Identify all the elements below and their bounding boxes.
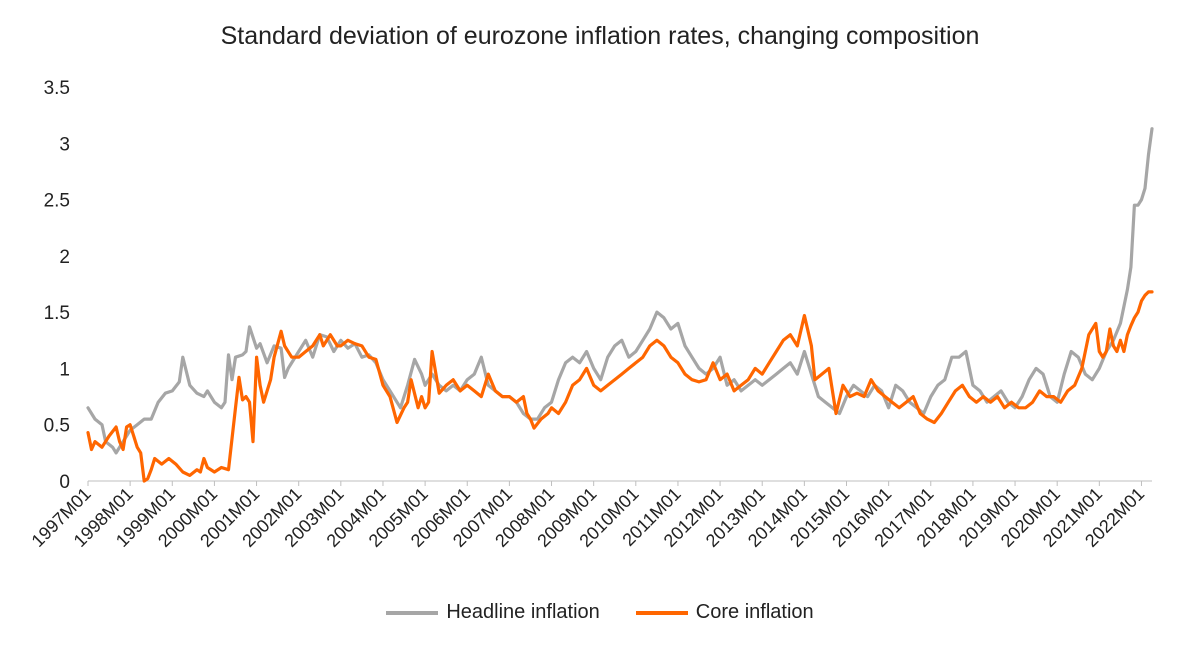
- x-axis: 1997M011998M011999M012000M012001M012002M…: [28, 481, 1148, 551]
- legend-swatch-core: [635, 610, 688, 615]
- y-axis: 0 0.5 1 1.5 2 2.5 3 3.5: [44, 78, 1152, 493]
- y-tick-label: 2.5: [44, 191, 70, 212]
- legend-item-core: Core inflation: [635, 601, 814, 624]
- y-tick-label: 0: [59, 472, 70, 493]
- series-line-core: [86, 290, 1154, 483]
- y-tick-label: 1: [59, 359, 70, 380]
- y-tick-label: 0.5: [44, 416, 70, 437]
- legend: Headline inflation Core inflation: [0, 601, 1200, 624]
- y-tick-label: 3: [59, 134, 70, 155]
- y-tick-label: 2: [59, 247, 70, 268]
- legend-label-core: Core inflation: [695, 601, 814, 623]
- legend-item-headline: Headline inflation: [386, 601, 600, 624]
- series-lines: [86, 127, 1154, 483]
- legend-swatch-headline: [386, 610, 439, 615]
- y-tick-label: 1.5: [44, 303, 70, 324]
- chart-title: Standard deviation of eurozone inflation…: [220, 22, 980, 50]
- legend-label-headline: Headline inflation: [446, 601, 600, 623]
- y-tick-label: 3.5: [44, 78, 70, 99]
- series-line-headline: [86, 127, 1154, 455]
